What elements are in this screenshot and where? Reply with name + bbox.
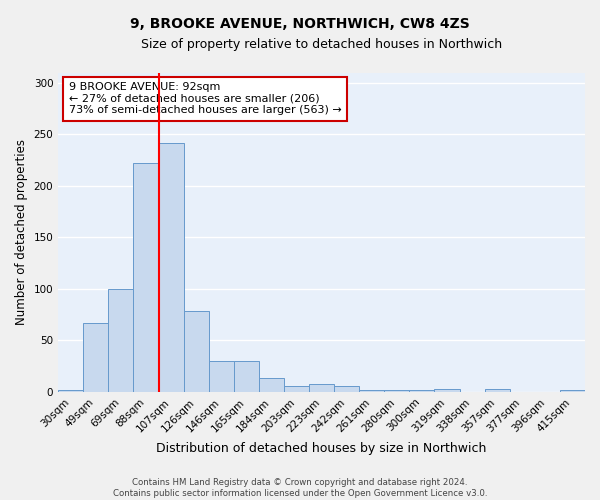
Bar [133,163,158,392]
Bar [234,361,259,392]
Bar [209,361,234,392]
Bar [83,323,109,392]
X-axis label: Distribution of detached houses by size in Northwich: Distribution of detached houses by size … [157,442,487,455]
Bar [158,142,184,392]
Bar [485,389,510,392]
Y-axis label: Number of detached properties: Number of detached properties [15,139,28,325]
Bar [359,390,385,392]
Bar [560,390,585,392]
Text: 9 BROOKE AVENUE: 92sqm
← 27% of detached houses are smaller (206)
73% of semi-de: 9 BROOKE AVENUE: 92sqm ← 27% of detached… [69,82,341,116]
Bar [284,386,309,392]
Bar [385,390,409,392]
Title: Size of property relative to detached houses in Northwich: Size of property relative to detached ho… [141,38,502,51]
Bar [434,389,460,392]
Bar [109,289,133,392]
Bar [259,378,284,392]
Bar [58,390,83,392]
Bar [309,384,334,392]
Bar [184,310,209,392]
Bar [334,386,359,392]
Bar [409,390,434,392]
Text: Contains HM Land Registry data © Crown copyright and database right 2024.
Contai: Contains HM Land Registry data © Crown c… [113,478,487,498]
Text: 9, BROOKE AVENUE, NORTHWICH, CW8 4ZS: 9, BROOKE AVENUE, NORTHWICH, CW8 4ZS [130,18,470,32]
